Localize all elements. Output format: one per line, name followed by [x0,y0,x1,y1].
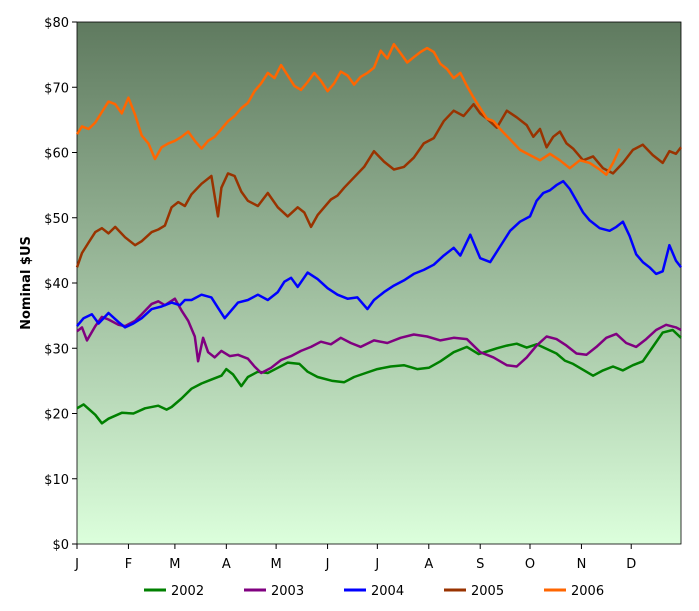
series-line-2006 [75,42,621,176]
legend-item-2003: 2003 [244,584,304,599]
x-tick-label: J [74,557,79,572]
x-tick-label: N [577,557,587,572]
x-tick-label: D [626,557,636,572]
legend-label: 2005 [471,584,504,599]
x-tick-label: F [125,557,132,572]
series-2004 [76,179,682,329]
y-tick-label: $10 [44,473,69,488]
y-tick-label: $40 [44,277,69,292]
legend-item-2006: 2006 [544,584,604,599]
x-tick-label: O [525,557,535,572]
legend-item-2004: 2004 [344,584,404,599]
series-line-2004 [76,179,682,329]
y-tick-label: $50 [44,212,69,227]
series-line-2002 [76,328,682,425]
x-tick-label: J [325,557,330,572]
legend-item-2005: 2005 [444,584,504,599]
legend-label: 2002 [171,584,204,599]
x-tick-label: S [476,557,484,572]
legend-label: 2003 [271,584,304,599]
series-2006 [75,42,621,176]
y-tick-label: $20 [44,408,69,423]
plot-area [76,21,682,545]
x-tick-label: M [271,557,282,572]
x-tick-label: A [424,557,433,572]
series-2003 [76,297,682,375]
y-tick-label: $80 [44,16,69,31]
x-tick-label: M [169,557,180,572]
series-2005 [75,102,682,268]
legend-item-2002: 2002 [144,584,204,599]
y-axis-label: Nominal $US [19,236,34,330]
x-tick-label: A [222,557,231,572]
series-2002 [76,328,682,425]
y-tick-label: $0 [52,538,69,553]
legend-label: 2004 [371,584,404,599]
series-line-2005 [75,102,682,268]
y-tick-label: $70 [44,81,69,96]
y-axis: $0 $10 $20 $30 $40 $50 $60 $70 $80 [44,16,77,553]
y-tick-label: $60 [44,147,69,162]
series-layer [75,42,682,425]
series-line-2003 [76,297,682,375]
y-tick-label: $30 [44,342,69,357]
legend: 2002 2003 2004 2005 2006 [144,584,604,599]
legend-label: 2006 [571,584,604,599]
x-tick-label: J [374,557,379,572]
